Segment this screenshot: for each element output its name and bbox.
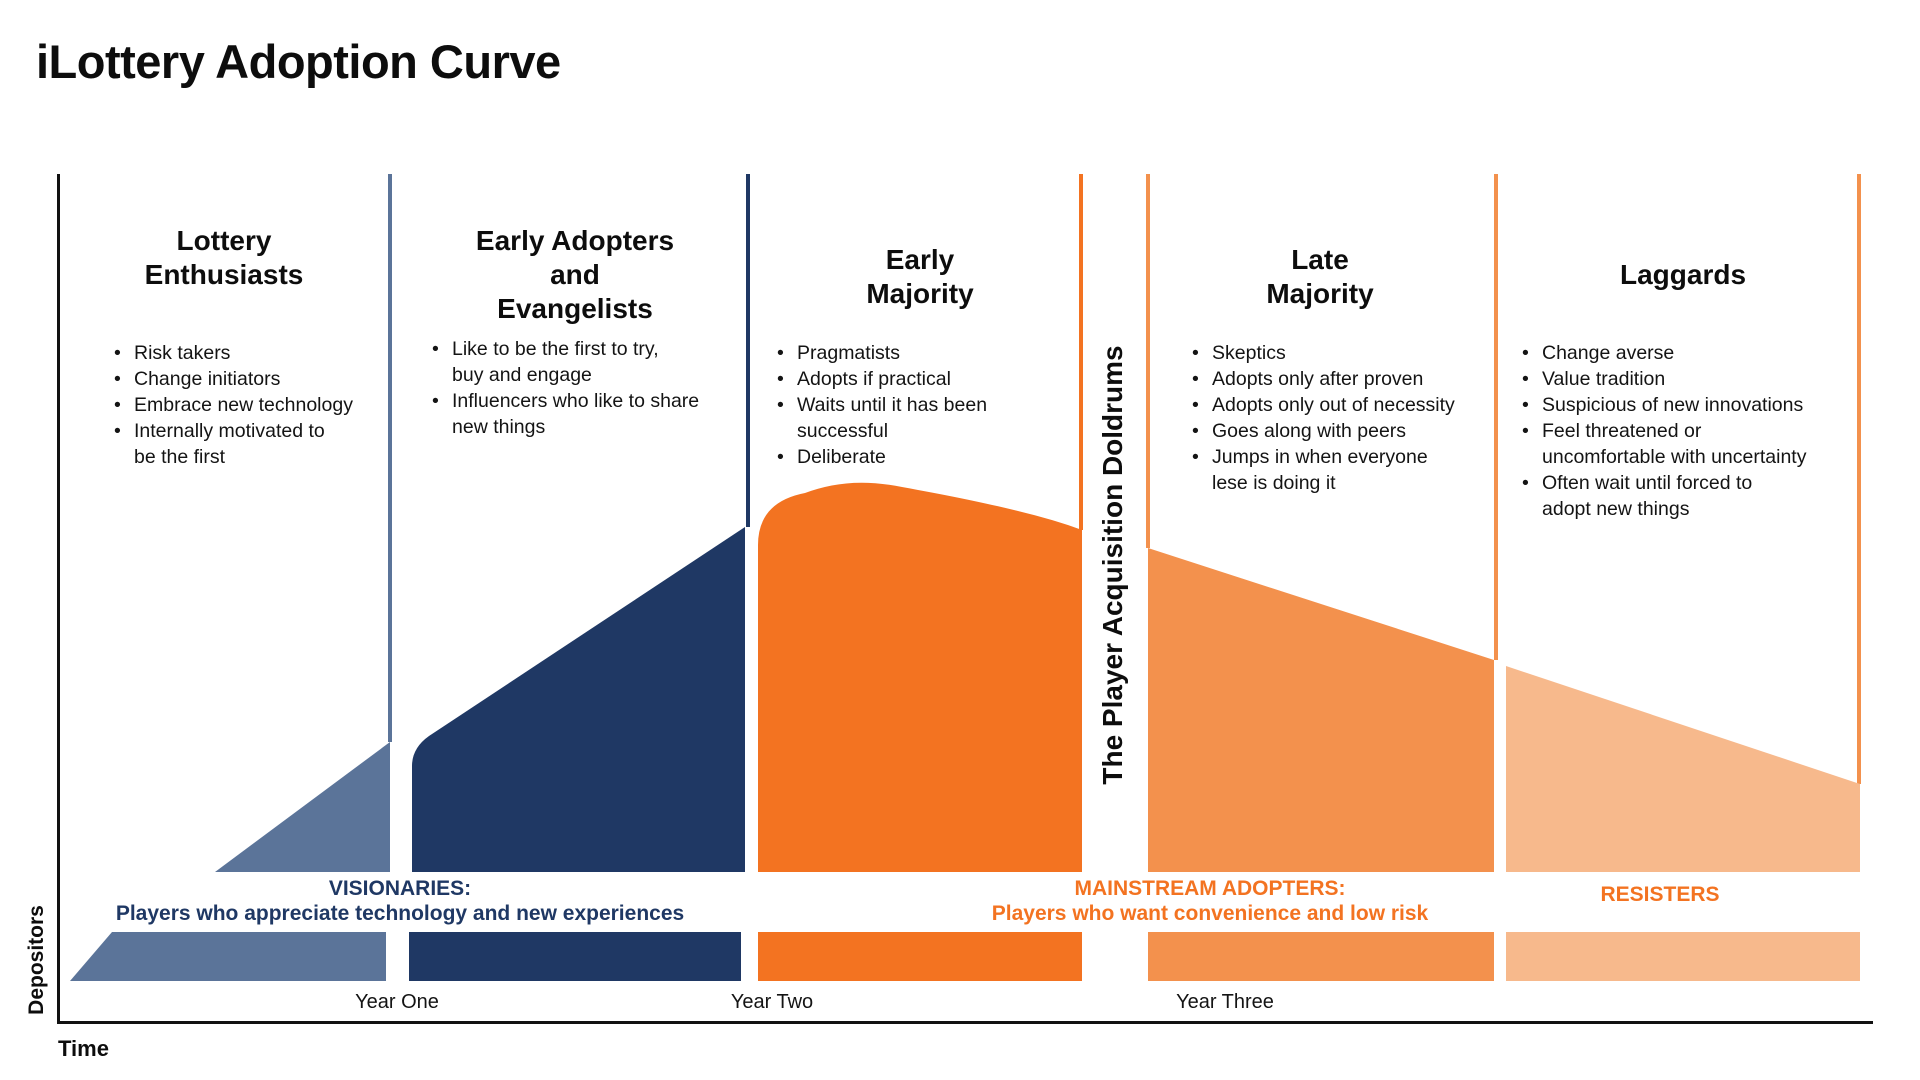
bullet-item: Often wait until forced to adopt new thi… xyxy=(1520,470,1865,522)
audience-group-subtitle: Players who appreciate technology and ne… xyxy=(115,902,685,925)
divider-line-doldrums-right xyxy=(1146,174,1150,548)
bullet-item: Pragmatists xyxy=(775,340,1075,366)
bullet-item: Adopts only out of necessity xyxy=(1190,392,1500,418)
base-bar-early-majority xyxy=(758,932,1082,981)
bullet-item: Risk takers xyxy=(112,340,412,366)
audience-group-resisters: RESISTERS xyxy=(1490,882,1830,907)
base-bar-lottery-enthusiasts xyxy=(70,932,386,981)
bullet-item: Value tradition xyxy=(1520,366,1865,392)
bullet-list-late-majority: Skeptics Adopts only after proven Adopts… xyxy=(1190,340,1500,496)
audience-group-subtitle: Players who want convenience and low ris… xyxy=(991,902,1429,925)
tick-year-three: Year Three xyxy=(1176,991,1274,1013)
segment-header-early-adopters: Early Adopters and Evangelists xyxy=(475,225,675,324)
segment-header-laggards: Laggards xyxy=(1619,259,1747,290)
bullet-item: Deliberate xyxy=(775,444,1075,470)
y-axis-line xyxy=(57,174,60,1024)
curve-segment-laggards xyxy=(1506,666,1860,872)
curve-segment-early-majority xyxy=(758,482,1082,872)
bullet-item: Suspicious of new innovations xyxy=(1520,392,1865,418)
segment-header-early-majority: Early Majority xyxy=(866,244,974,309)
divider-line-doldrums-left xyxy=(1079,174,1083,530)
audience-group-title: MAINSTREAM ADOPTERS: xyxy=(1074,877,1346,900)
base-bar-late-majority xyxy=(1148,932,1494,981)
bullet-item: Goes along with peers xyxy=(1190,418,1500,444)
segment-header-lottery-enthusiasts: Lottery Enthusiasts xyxy=(144,225,304,290)
curve-segment-late-majority xyxy=(1148,548,1494,872)
bullet-item: Jumps in when everyone lese is doing it xyxy=(1190,444,1500,496)
bullet-item: Skeptics xyxy=(1190,340,1500,366)
tick-year-two: Year Two xyxy=(730,991,814,1013)
bullet-list-early-adopters: Like to be the first to try, buy and eng… xyxy=(430,336,740,440)
segment-header-late-majority: Late Majority xyxy=(1266,244,1374,309)
page-title: iLottery Adoption Curve xyxy=(36,35,561,88)
bullet-list-laggards: Change averse Value tradition Suspicious… xyxy=(1520,340,1865,522)
bullet-item: Adopts if practical xyxy=(775,366,1075,392)
bullet-item: Embrace new technology xyxy=(112,392,412,418)
bullet-item: Adopts only after proven xyxy=(1190,366,1500,392)
curve-segment-early-adopters xyxy=(412,527,745,872)
x-axis-line xyxy=(57,1021,1873,1024)
tick-year-one: Year One xyxy=(355,991,439,1013)
bullet-item: Influencers who like to share new things xyxy=(430,388,740,440)
bullet-item: Change averse xyxy=(1520,340,1865,366)
bullet-item: Like to be the first to try, buy and eng… xyxy=(430,336,740,388)
base-bar-laggards xyxy=(1506,932,1860,981)
bullet-item: Change initiators xyxy=(112,366,412,392)
bullet-item: Waits until it has been successful xyxy=(775,392,1075,444)
audience-group-title: RESISTERS xyxy=(1600,883,1720,906)
bullet-item: Internally motivated to be the first xyxy=(112,418,412,470)
bullet-item: Feel threatened or uncomfortable with un… xyxy=(1520,418,1865,470)
audience-group-title: VISIONARIES: xyxy=(328,877,472,900)
audience-group-mainstream-adopters: MAINSTREAM ADOPTERS: Players who want co… xyxy=(840,876,1580,926)
bullet-list-lottery-enthusiasts: Risk takers Change initiators Embrace ne… xyxy=(112,340,412,470)
bullet-list-early-majority: Pragmatists Adopts if practical Waits un… xyxy=(775,340,1075,470)
player-acquisition-doldrums-label: The Player Acquisition Doldrums xyxy=(1097,345,1128,785)
audience-group-visionaries: VISIONARIES: Players who appreciate tech… xyxy=(58,876,742,926)
divider-line-2 xyxy=(746,174,750,527)
y-axis-label: Depositors xyxy=(25,905,48,1015)
x-axis-label: Time xyxy=(58,1036,109,1061)
curve-segment-lottery-enthusiasts xyxy=(215,742,390,872)
base-bar-early-adopters xyxy=(409,932,741,981)
